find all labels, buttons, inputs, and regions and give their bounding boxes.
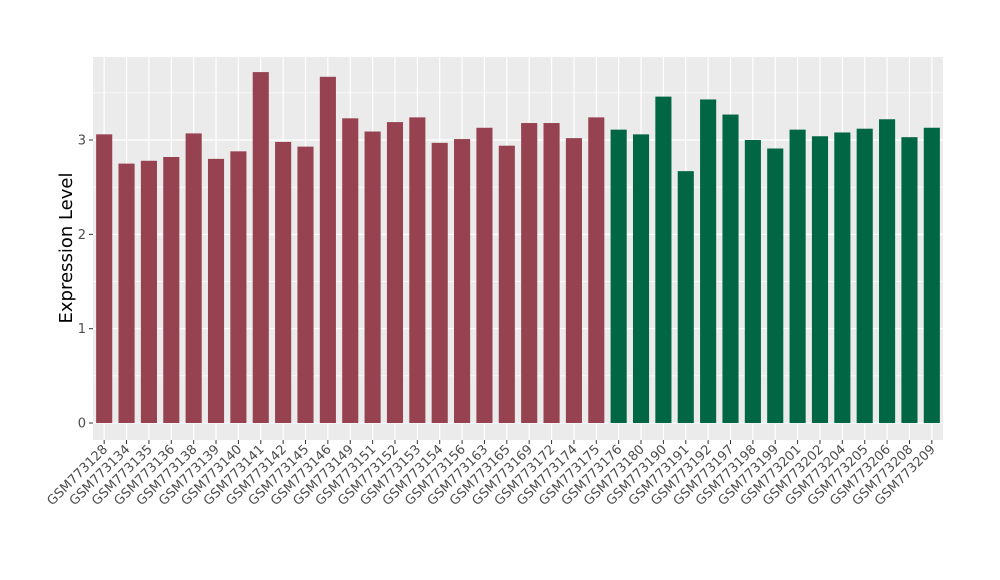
bar-GSM773149 xyxy=(342,118,359,424)
bar-GSM773190 xyxy=(655,96,672,424)
bar-GSM773204 xyxy=(834,132,851,424)
bar-GSM773139 xyxy=(207,158,225,424)
bar-GSM773205 xyxy=(856,128,873,424)
bar-GSM773142 xyxy=(275,141,292,424)
bar-GSM773201 xyxy=(789,129,806,424)
bar-GSM773163 xyxy=(476,127,493,424)
bar-GSM773172 xyxy=(543,123,560,424)
bar-GSM773197 xyxy=(722,114,739,424)
bar-GSM773174 xyxy=(565,138,582,424)
bar-GSM773176 xyxy=(610,129,627,424)
bars xyxy=(96,72,940,424)
x-axis: GSM773128GSM773134GSM773135GSM773136GSM7… xyxy=(44,440,939,509)
y-tick-label: 2 xyxy=(78,228,86,243)
bar-GSM773180 xyxy=(632,134,650,424)
bar-GSM773202 xyxy=(811,136,829,424)
bar-GSM773175 xyxy=(588,117,605,424)
bar-GSM773153 xyxy=(409,117,426,424)
y-axis-title: Expression Level xyxy=(56,173,77,324)
y-tick-label: 0 xyxy=(78,417,86,432)
bar-GSM773156 xyxy=(454,139,471,424)
bar-GSM773208 xyxy=(901,137,918,424)
bar-GSM773151 xyxy=(364,131,381,424)
bar-GSM773209 xyxy=(923,127,940,424)
bar-GSM773135 xyxy=(140,160,157,424)
y-axis: 0 1 2 3 xyxy=(78,134,93,432)
bar-GSM773206 xyxy=(879,119,896,424)
bar-GSM773138 xyxy=(185,133,202,424)
bar-GSM773134 xyxy=(118,163,135,424)
bar-GSM773152 xyxy=(386,122,404,424)
bar-GSM773128 xyxy=(96,134,113,424)
bar-GSM773141 xyxy=(252,72,269,424)
bar-GSM773192 xyxy=(700,99,717,424)
bar-GSM773191 xyxy=(677,171,694,424)
bar-GSM773165 xyxy=(498,145,515,424)
y-tick-label: 1 xyxy=(78,322,86,337)
y-tick-label: 3 xyxy=(78,134,86,149)
bar-GSM773140 xyxy=(230,151,247,424)
bar-GSM773198 xyxy=(744,140,761,424)
bar-GSM773154 xyxy=(431,142,448,424)
bar-GSM773199 xyxy=(767,148,784,424)
bar-GSM773145 xyxy=(297,146,314,424)
bar-GSM773169 xyxy=(521,123,538,424)
bar-GSM773146 xyxy=(319,76,336,424)
bar-GSM773136 xyxy=(163,156,180,424)
